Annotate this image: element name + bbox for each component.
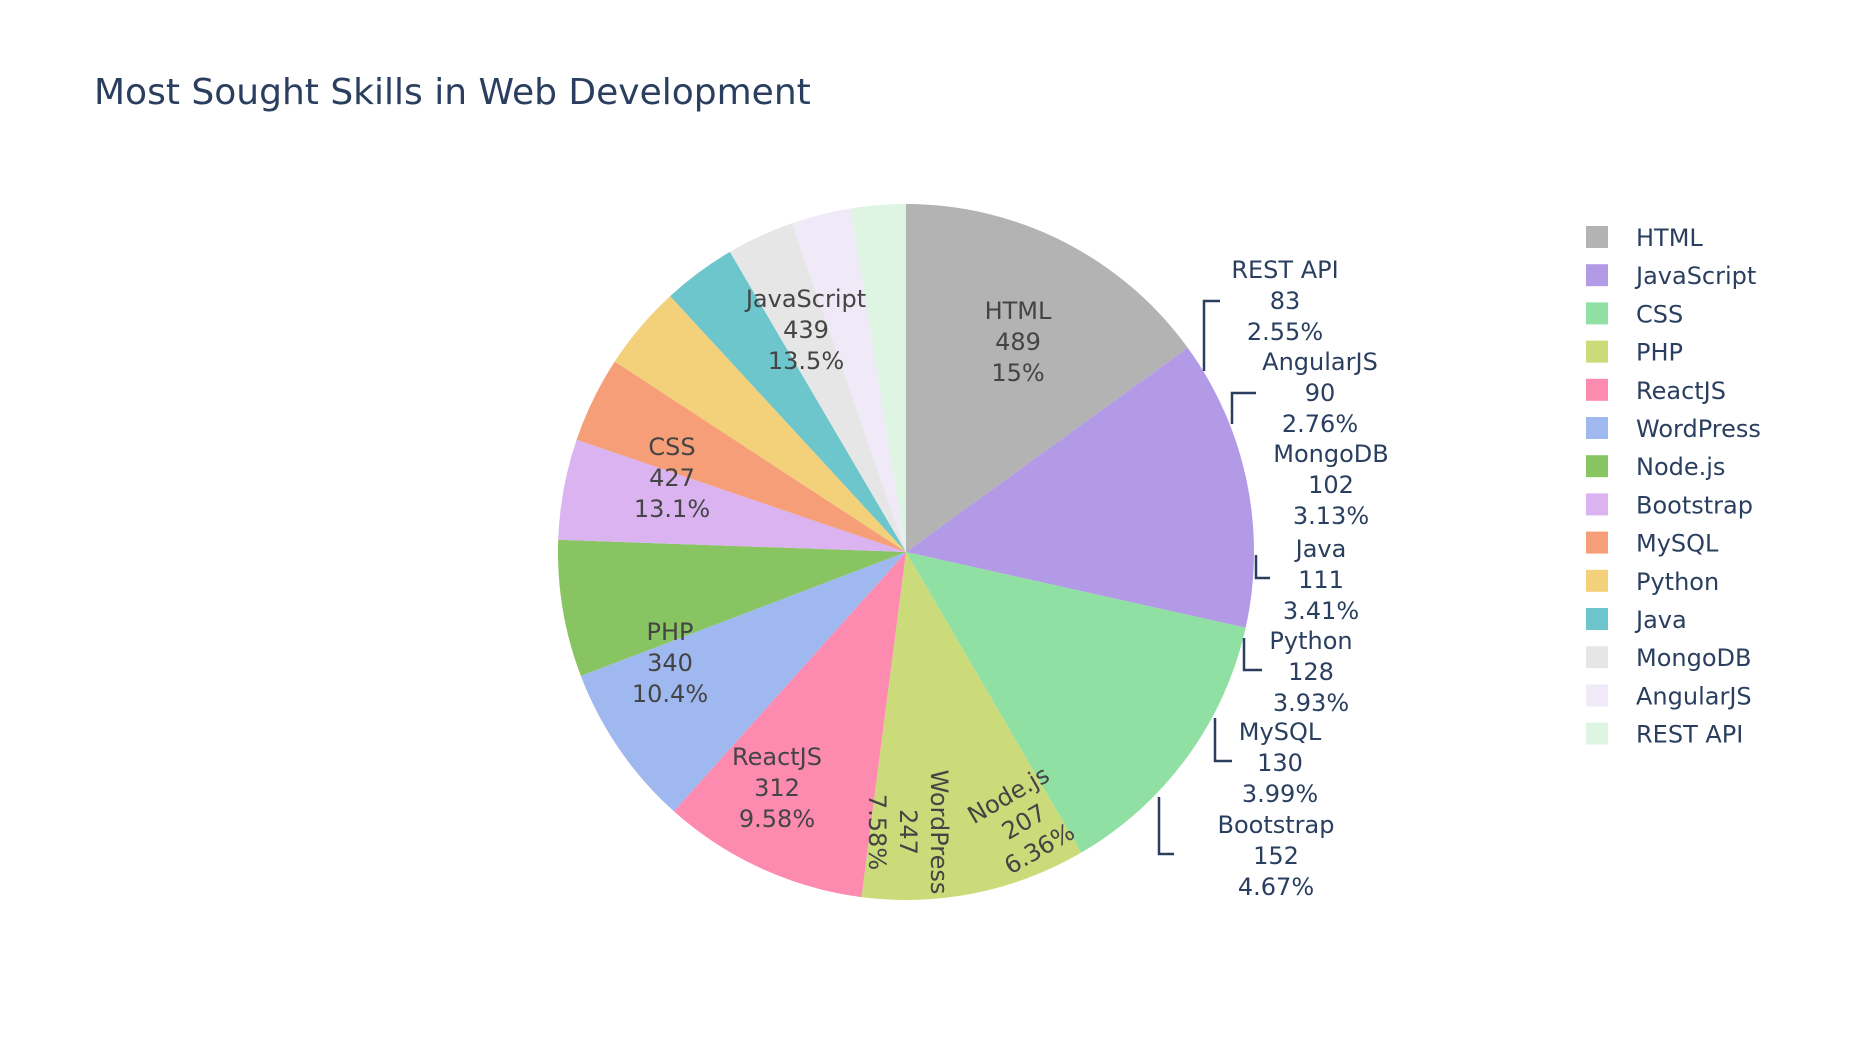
legend-swatch [1586, 646, 1608, 669]
legend-item-php[interactable]: PHP [1586, 339, 1683, 367]
slice-label-javascript: JavaScript 439 13.5% [744, 285, 866, 375]
legend-item-css[interactable]: CSS [1586, 300, 1683, 328]
slice-label-bootstrap: Bootstrap 152 4.67% [1218, 811, 1335, 901]
legend-label: REST API [1636, 721, 1743, 749]
slice-label-angularjs: AngularJS 90 2.76% [1262, 348, 1378, 438]
slice-label-reactjs: ReactJS 312 9.58% [732, 743, 822, 833]
slice-label-mysql: MySQL 130 3.99% [1239, 718, 1322, 808]
pie-slice-angularjs[interactable] [792, 208, 906, 552]
legend-label: AngularJS [1636, 682, 1752, 710]
legend-swatch [1586, 569, 1608, 592]
chart-title: Most Sought Skills in Web Development [94, 72, 811, 113]
pie-slice-reactjs[interactable] [673, 552, 906, 898]
slice-label-html: HTML 489 15% [985, 297, 1052, 387]
legend-label: Node.js [1636, 453, 1725, 481]
legend-item-mongodb[interactable]: MongoDB [1586, 644, 1751, 672]
pie-slice-javascript[interactable] [906, 347, 1254, 628]
leader-line-mysql [1213, 718, 1232, 763]
legend-swatch [1586, 493, 1608, 516]
legend-item-reactjs[interactable]: ReactJS [1586, 377, 1726, 405]
legend-item-java[interactable]: Java [1586, 606, 1687, 634]
legend-label: Python [1636, 568, 1719, 596]
legend-swatch [1586, 417, 1608, 439]
leader-line-rest-api [1202, 299, 1220, 371]
pie-slices [558, 204, 1254, 901]
legend-label: MongoDB [1636, 644, 1751, 672]
leader-line-java [1254, 555, 1270, 580]
legend-swatch [1586, 340, 1608, 363]
legend-label: JavaScript [1634, 262, 1756, 290]
slice-label-python: Python 128 3.93% [1269, 627, 1352, 717]
slice-label-php: PHP 340 10.4% [632, 618, 708, 708]
legend-item-html[interactable]: HTML [1586, 224, 1703, 252]
legend-label: ReactJS [1636, 377, 1726, 405]
slice-label-wordpress: WordPress2477.58% [863, 770, 953, 895]
pie-slice-java[interactable] [670, 251, 906, 552]
leader-line-bootstrap [1157, 797, 1174, 856]
pie-slice-mysql[interactable] [576, 361, 906, 552]
pie-slice-css[interactable] [906, 552, 1246, 853]
svg-text:WordPress2477.58%: WordPress2477.58% [863, 770, 953, 895]
slice-labels: HTML 489 15% JavaScript 439 13.5% CSS 427 13.1% P… [632, 256, 1389, 901]
legend-item-angularjs[interactable]: AngularJS [1586, 682, 1752, 710]
legend-label: CSS [1636, 300, 1683, 328]
legend-item-node-js[interactable]: Node.js [1586, 453, 1725, 481]
legend-swatch [1586, 608, 1608, 630]
legend-label: HTML [1636, 224, 1703, 252]
legend-swatch [1586, 684, 1608, 707]
slice-label-java: Java 111 3.41% [1283, 535, 1359, 625]
legend: HTML JavaScript CSS PHP ReactJS WordPress Node… [1586, 224, 1761, 749]
pie-slice-bootstrap[interactable] [558, 439, 906, 552]
pie-slice-wordpress[interactable] [580, 552, 906, 812]
slice-label-mongodb: MongoDB 102 3.13% [1273, 440, 1388, 530]
pie-slice-php[interactable] [861, 552, 1082, 901]
slice-label-css: CSS 427 13.1% [634, 433, 710, 523]
pie-slice-html[interactable] [906, 204, 1188, 552]
leader-line-python [1242, 638, 1262, 672]
legend-item-rest-api[interactable]: REST API [1586, 721, 1743, 749]
legend-label: Bootstrap [1636, 491, 1753, 519]
legend-label: Java [1634, 606, 1687, 634]
legend-swatch [1586, 378, 1608, 401]
legend-label: WordPress [1636, 415, 1761, 443]
pie-slice-node-js[interactable] [558, 539, 906, 676]
pie-slice-mongodb[interactable] [729, 223, 906, 552]
legend-item-javascript[interactable]: JavaScript [1586, 262, 1756, 290]
legend-swatch [1586, 264, 1608, 287]
legend-label: MySQL [1636, 530, 1719, 558]
legend-swatch [1586, 455, 1608, 478]
leader-lines [1157, 299, 1270, 856]
legend-swatch [1586, 226, 1608, 248]
legend-item-bootstrap[interactable]: Bootstrap [1586, 491, 1753, 519]
leader-line-angularjs [1230, 391, 1256, 424]
legend-item-mysql[interactable]: MySQL [1586, 530, 1719, 558]
pie-slice-rest-api[interactable] [850, 204, 906, 552]
legend-item-wordpress[interactable]: WordPress [1586, 415, 1761, 443]
legend-swatch [1586, 531, 1608, 554]
pie-slice-python[interactable] [614, 296, 906, 552]
legend-item-python[interactable]: Python [1586, 568, 1719, 596]
legend-swatch [1586, 302, 1608, 325]
legend-label: PHP [1636, 339, 1683, 367]
legend-swatch [1586, 722, 1608, 745]
slice-label-rest-api: REST API 83 2.55% [1231, 256, 1338, 346]
